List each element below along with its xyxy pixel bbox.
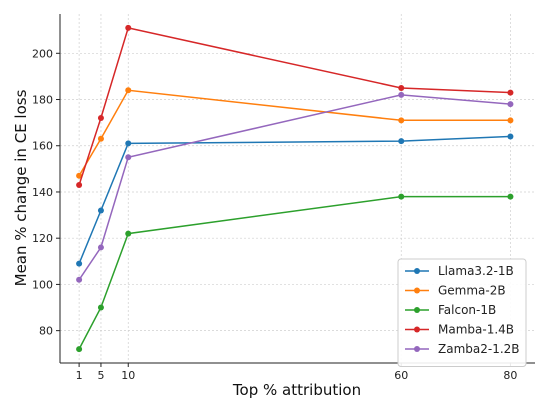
data-point [125,230,132,237]
y-tick-label: 160 [32,140,53,153]
legend-box [397,258,527,367]
legend-marker [414,346,420,352]
data-point [76,260,83,267]
legend-label: Gemma-2B [438,284,506,298]
legend-marker [414,307,420,313]
series-falcon-1b [76,193,514,353]
data-point [398,84,405,91]
series-line [78,94,511,281]
data-point [125,87,132,94]
grid [60,14,535,363]
x-axis-label: Top % attribution [232,381,361,399]
data-point [507,133,514,140]
y-tick-label: 80 [39,325,53,338]
data-point [76,346,83,353]
data-point [507,193,514,200]
series-gemma-2b [76,87,514,179]
y-tick-label: 180 [32,94,53,107]
series-mamba-1-4b [76,24,514,189]
legend-marker [414,326,420,333]
data-point [97,207,104,214]
data-point [398,117,405,124]
legend-entry: Falcon-1B [405,303,496,317]
series-llama3-2-1b [76,133,514,267]
data-point [507,117,514,124]
data-point [97,304,104,311]
x-tick-label: 80 [503,369,517,382]
y-axis-ticks: 80 100 120 140 160 180 200 [32,47,60,338]
x-tick-label: 1 [76,369,83,382]
data-point [76,172,83,179]
data-point [398,193,405,200]
series-line [78,27,511,186]
series-lines [76,24,514,353]
y-tick-label: 100 [32,278,53,291]
data-point [125,24,132,31]
legend-entry: Llama3.2-1B [405,264,514,278]
legend-label: Mamba-1.4B [438,323,514,337]
legend-entry: Mamba-1.4B [405,323,514,337]
series-line [78,89,511,177]
data-point [125,154,132,161]
data-point [76,182,83,189]
y-tick-label: 140 [32,186,53,199]
data-point [398,138,405,145]
x-tick-label: 60 [394,369,408,382]
y-axis-label: Mean % change in CE loss [12,89,30,286]
legend: Llama3.2-1B Gemma-2B Falcon-1B Mamba-1.4B Za… [397,258,527,367]
data-point [507,101,514,108]
legend-label: Llama3.2-1B [438,264,514,278]
data-point [76,276,83,283]
legend-entry: Zamba2-1.2B [405,342,520,356]
legend-label: Zamba2-1.2B [438,342,520,356]
y-tick-label: 120 [32,232,53,245]
data-point [125,140,132,147]
legend-marker [414,287,420,294]
y-tick-label: 200 [32,47,53,60]
data-point [97,244,104,251]
series-line [78,135,511,264]
legend-label: Falcon-1B [438,303,496,317]
data-point [398,91,405,98]
x-tick-label: 10 [121,369,135,382]
data-point [507,89,514,96]
legend-marker [414,268,420,274]
series-zamba2-1-2b [76,91,514,283]
data-point [97,135,104,142]
legend-entry: Gemma-2B [405,284,506,298]
x-tick-label: 5 [97,369,104,382]
data-point [97,115,104,122]
